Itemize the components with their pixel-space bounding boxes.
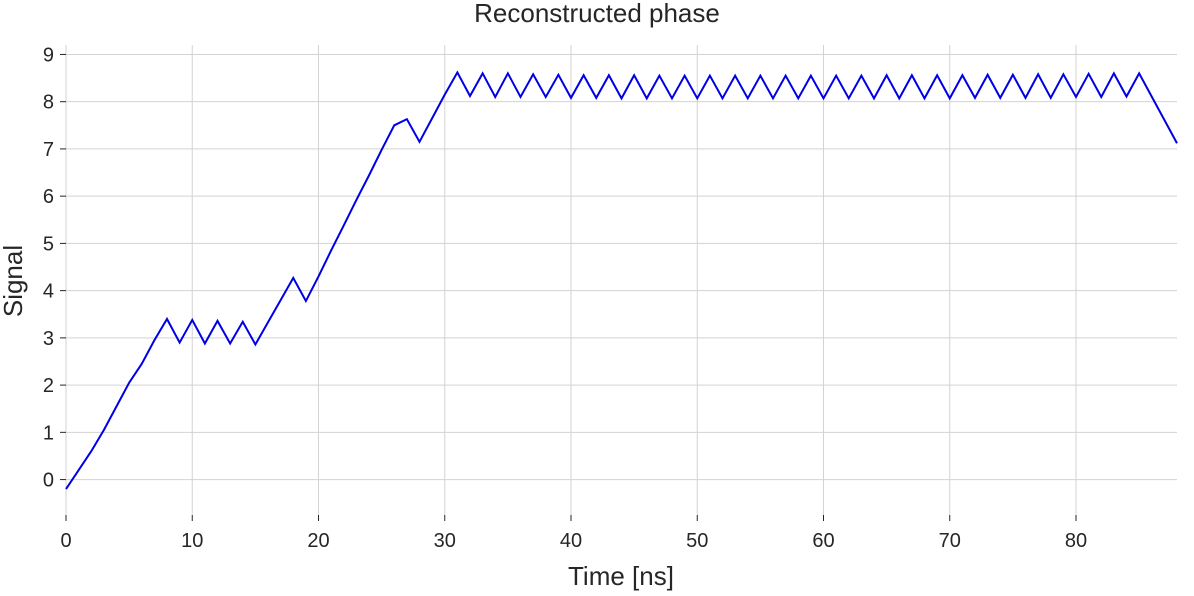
x-tick-label: 80: [1065, 530, 1087, 552]
axis-ticks: 0 10 20 30 40 50 60 70 80 0 1 2 3 4 5 6 7 8 9: [43, 44, 1087, 552]
x-tick-label: 30: [434, 530, 456, 552]
chart-title: Reconstructed phase: [474, 0, 720, 28]
y-axis-title: Signal: [0, 245, 28, 317]
x-tick-label: 40: [560, 530, 582, 552]
series-layer: [65, 70, 1178, 490]
y-tick-label: 3: [43, 328, 54, 350]
grid-lines: [65, 45, 1177, 515]
x-tick-label: 70: [939, 530, 961, 552]
x-tick-label: 50: [686, 530, 708, 552]
y-tick-label: 6: [43, 186, 54, 208]
x-tick-label: 60: [812, 530, 834, 552]
x-tick-label: 0: [60, 530, 71, 552]
y-tick-label: 2: [43, 375, 54, 397]
y-tick-label: 5: [43, 233, 54, 255]
y-tick-label: 9: [43, 44, 54, 66]
y-tick-label: 7: [43, 139, 54, 161]
y-tick-label: 8: [43, 92, 54, 114]
y-tick-label: 4: [43, 281, 54, 303]
series-line: [65, 70, 1178, 490]
x-tick-label: 10: [181, 530, 203, 552]
y-tick-label: 0: [43, 470, 54, 492]
x-tick-label: 20: [307, 530, 329, 552]
x-axis-title: Time [ns]: [568, 561, 674, 591]
y-tick-label: 1: [43, 422, 54, 444]
